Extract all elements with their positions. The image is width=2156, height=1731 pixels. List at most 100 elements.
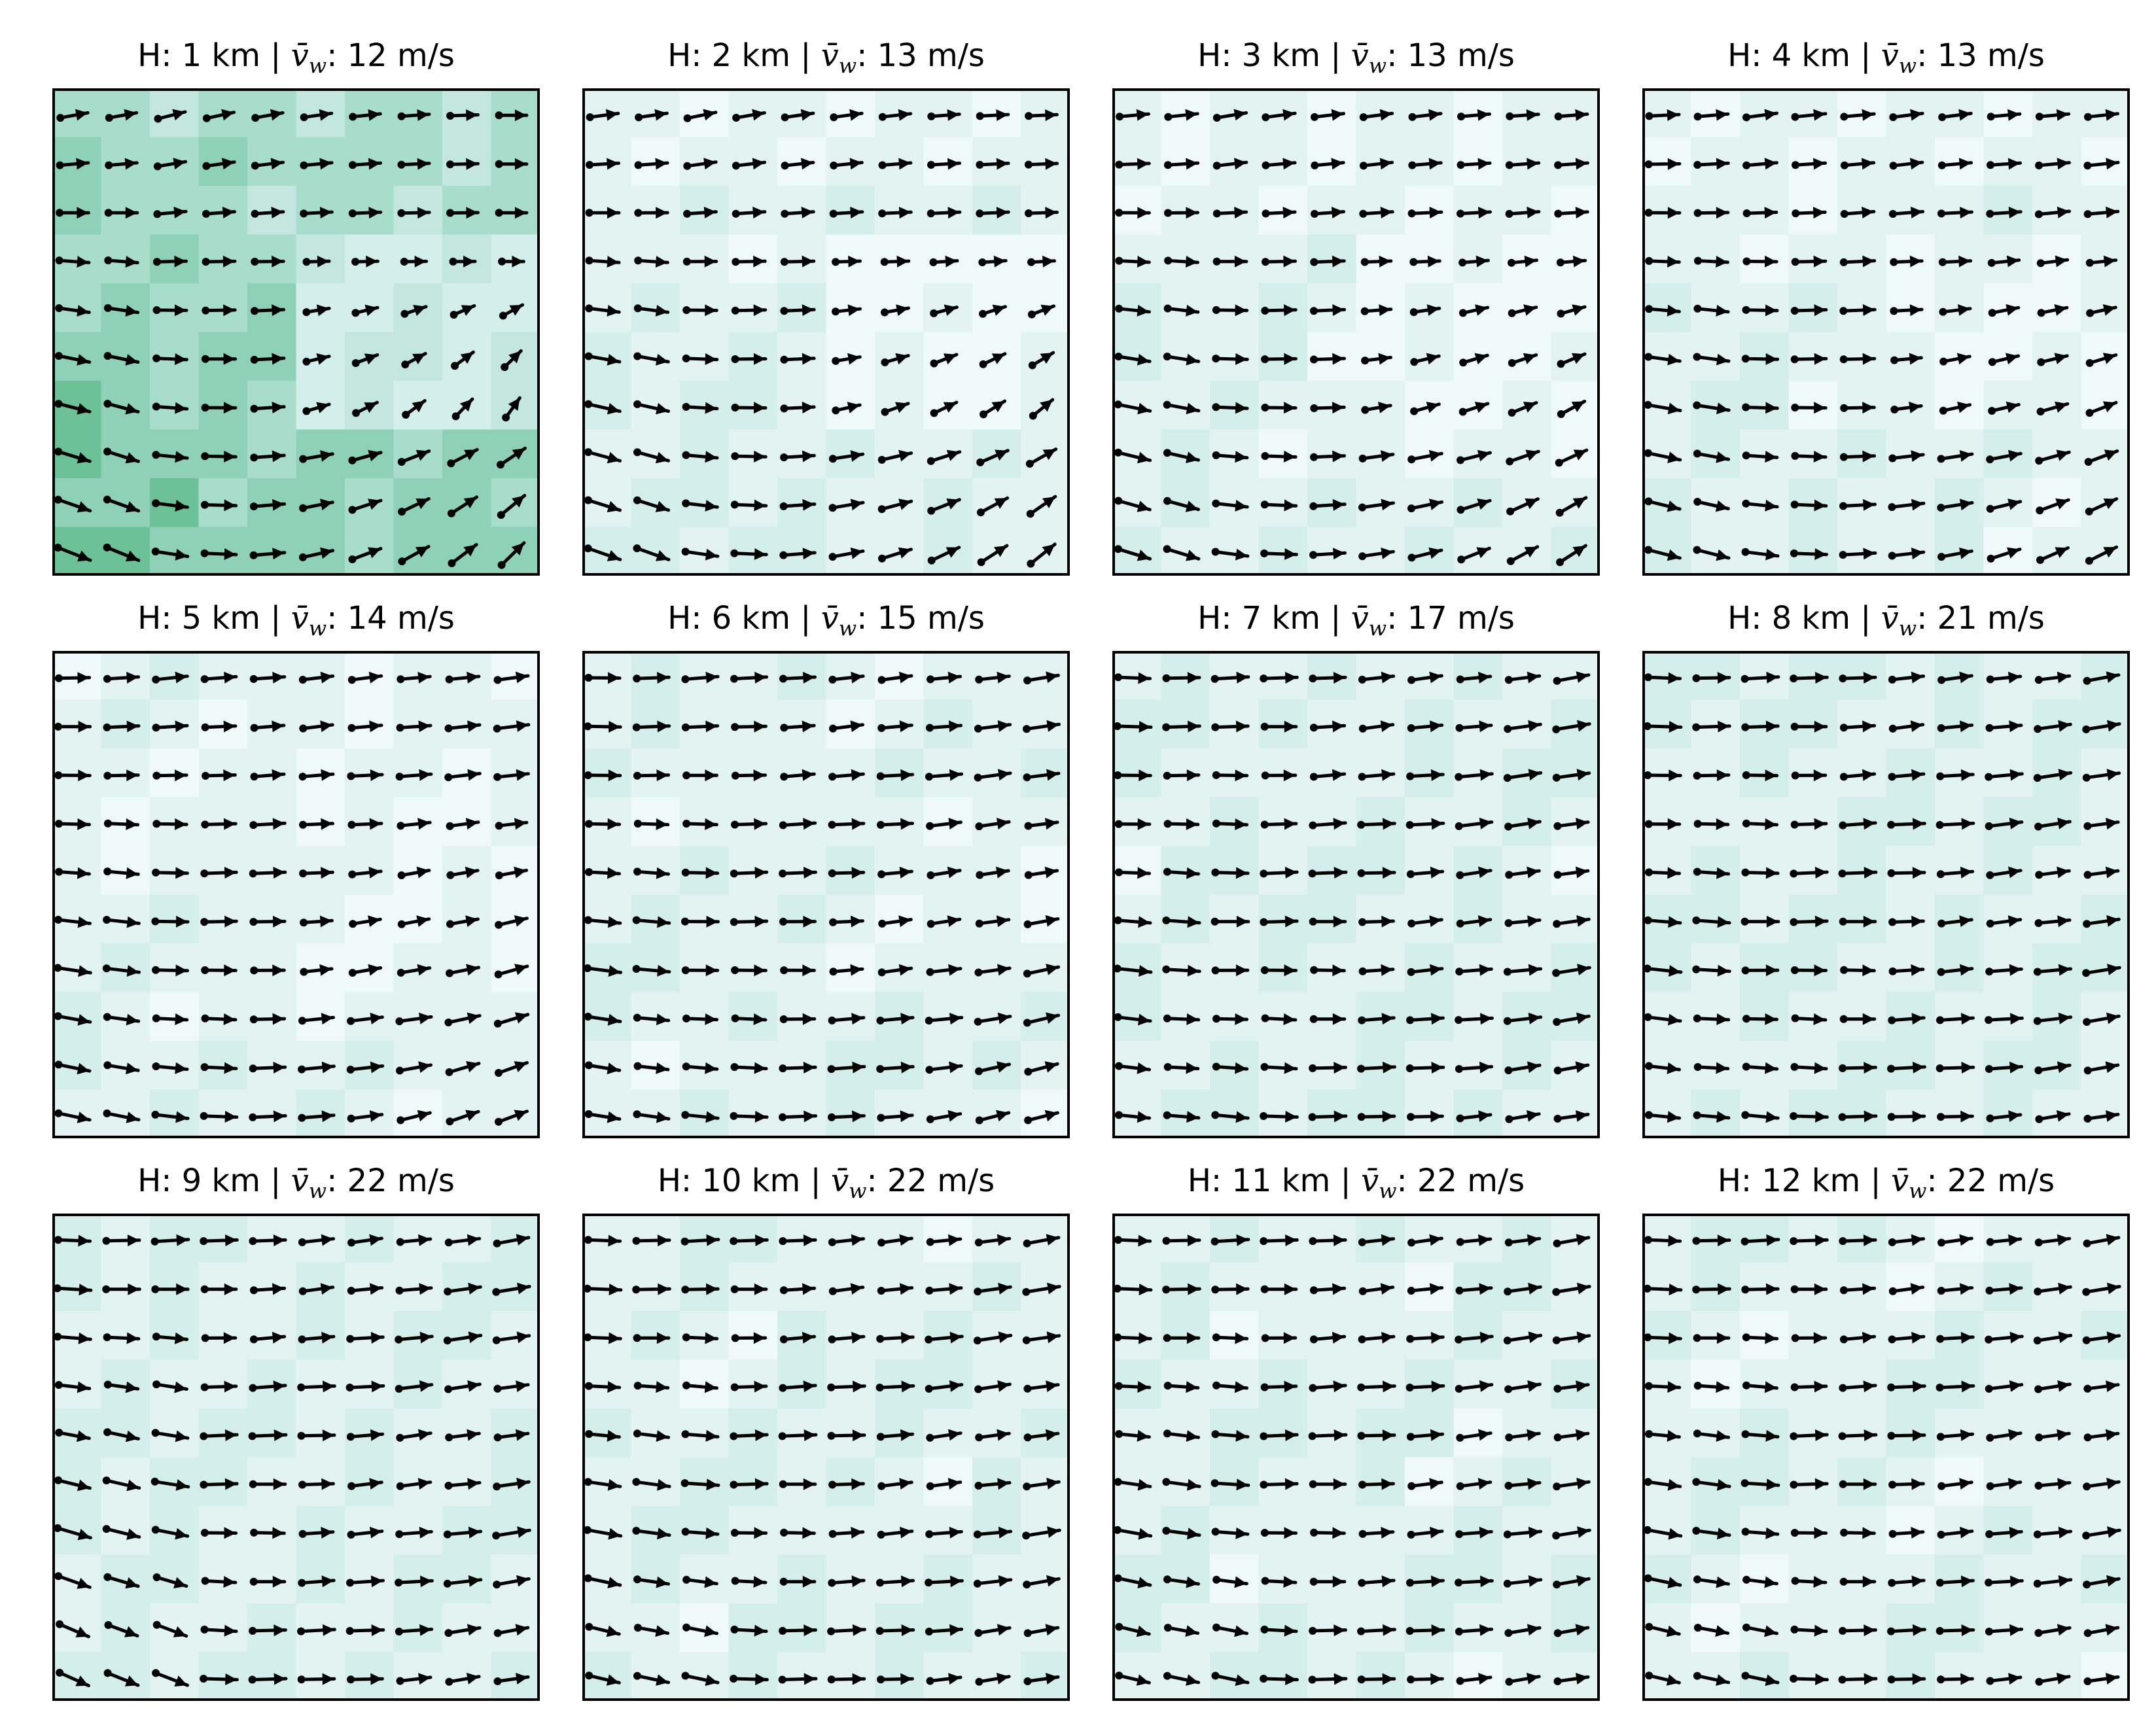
wind-arrow bbox=[153, 158, 188, 171]
wind-arrow bbox=[683, 207, 718, 219]
wind-arrow bbox=[1790, 1283, 1828, 1295]
wind-arrow bbox=[584, 1110, 622, 1123]
wind-arrow bbox=[298, 1575, 336, 1588]
wind-arrow bbox=[1308, 867, 1348, 879]
wind-arrow bbox=[151, 1283, 190, 1295]
wind-arrow bbox=[1839, 255, 1877, 268]
contour-cell bbox=[1983, 1603, 2033, 1653]
contour-cell bbox=[1886, 478, 1935, 528]
wind-arrow bbox=[633, 1332, 671, 1344]
contour-cell bbox=[923, 699, 973, 749]
wind-arrow bbox=[2083, 158, 2120, 170]
wind-arrow bbox=[1311, 109, 1345, 121]
wind-arrow bbox=[493, 1673, 530, 1685]
wind-arrow bbox=[876, 1013, 915, 1025]
contour-cell bbox=[1983, 894, 2033, 944]
wind-arrow bbox=[1839, 1283, 1877, 1295]
wind-arrow bbox=[396, 1673, 433, 1685]
wind-arrow bbox=[1790, 672, 1829, 684]
contour-cell bbox=[296, 992, 345, 1041]
wind-arrow bbox=[150, 1234, 190, 1246]
wind-arrow bbox=[1212, 207, 1248, 219]
wind-arrow bbox=[1309, 720, 1347, 733]
wind-arrow bbox=[201, 450, 238, 463]
wind-arrow bbox=[1742, 304, 1779, 317]
wind-arrow bbox=[497, 493, 527, 519]
wind-arrow bbox=[731, 450, 768, 463]
contour-cell bbox=[875, 846, 925, 896]
contour-cell bbox=[875, 651, 925, 701]
contour-cell bbox=[491, 1652, 540, 1701]
contour-cell bbox=[1307, 1359, 1357, 1409]
wind-arrow bbox=[2034, 1061, 2072, 1075]
wind-arrow bbox=[401, 351, 427, 369]
wind-arrow bbox=[1644, 769, 1682, 782]
wind-arrow bbox=[202, 255, 237, 268]
wind-arrow bbox=[1023, 1380, 1060, 1393]
wind-arrow bbox=[1986, 498, 2023, 513]
wind-arrow bbox=[730, 1478, 769, 1490]
wind-arrow bbox=[2034, 915, 2072, 928]
wind-arrow bbox=[1025, 207, 1059, 219]
wind-arrow bbox=[1643, 721, 1683, 733]
contour-cell bbox=[972, 1603, 1022, 1653]
contour-cell bbox=[2081, 186, 2130, 236]
wind-arrow bbox=[444, 1282, 482, 1296]
wind-arrow bbox=[1260, 915, 1299, 928]
wind-arrow bbox=[444, 1234, 482, 1247]
contour-cell bbox=[491, 1262, 540, 1312]
wind-arrow bbox=[779, 915, 817, 928]
wind-arrow bbox=[495, 158, 529, 170]
contour-cell bbox=[1021, 1652, 1070, 1701]
wind-arrow bbox=[1644, 1478, 1682, 1491]
wind-arrow bbox=[1553, 866, 1590, 879]
wind-arrow bbox=[632, 916, 671, 928]
wind-arrow bbox=[927, 546, 961, 565]
title-height-value: 4 bbox=[1771, 37, 1792, 74]
wind-arrow bbox=[1937, 498, 1974, 512]
wind-arrow bbox=[1790, 720, 1828, 733]
wind-arrow bbox=[152, 451, 189, 463]
wind-arrow bbox=[1024, 1110, 1059, 1125]
wind-arrow bbox=[1212, 1575, 1248, 1588]
contour-cell bbox=[1502, 894, 1552, 944]
wind-arrow bbox=[1113, 964, 1153, 977]
contour-cell bbox=[345, 1311, 395, 1361]
wind-arrow bbox=[348, 547, 383, 563]
wind-arrow bbox=[633, 818, 670, 830]
wind-arrow bbox=[1409, 304, 1441, 317]
wind-arrow bbox=[1405, 1380, 1445, 1393]
wind-arrow bbox=[1114, 400, 1152, 415]
contour-cell bbox=[972, 943, 1022, 993]
wind-arrow bbox=[1839, 769, 1877, 781]
wind-arrow bbox=[1790, 1380, 1828, 1393]
contour-cell bbox=[1691, 1262, 1741, 1312]
title-speed-value: 22 bbox=[887, 1163, 927, 1199]
contour-cell bbox=[826, 1262, 875, 1312]
wind-arrow bbox=[1742, 158, 1778, 170]
contour-cell bbox=[491, 1214, 540, 1263]
wind-arrow bbox=[1644, 1332, 1682, 1344]
wind-arrow bbox=[633, 304, 670, 317]
wind-arrow bbox=[2037, 304, 2069, 317]
contour-cell bbox=[1307, 1408, 1357, 1458]
wind-arrow bbox=[1888, 1234, 1926, 1246]
wind-arrow bbox=[1553, 818, 1590, 830]
wind-arrow bbox=[1260, 818, 1298, 830]
wind-arrow bbox=[1456, 1478, 1493, 1490]
wind-arrow bbox=[2085, 353, 2118, 367]
axes-frame bbox=[582, 651, 1070, 1138]
contour-cell bbox=[345, 1603, 395, 1653]
wind-arrow bbox=[1506, 449, 1540, 466]
wind-arrow bbox=[1937, 1478, 1973, 1490]
title-height-value: 11 bbox=[1231, 1163, 1272, 1199]
wind-arrow bbox=[632, 720, 671, 733]
wind-arrow bbox=[1741, 964, 1780, 977]
wind-arrow bbox=[976, 109, 1010, 121]
contour-cell bbox=[1502, 992, 1552, 1041]
wind-arrow bbox=[1987, 158, 2022, 170]
contour-cell bbox=[393, 1554, 443, 1604]
wind-arrow bbox=[633, 352, 670, 366]
contour-cell bbox=[923, 1408, 973, 1458]
contour-cell bbox=[442, 1408, 492, 1458]
